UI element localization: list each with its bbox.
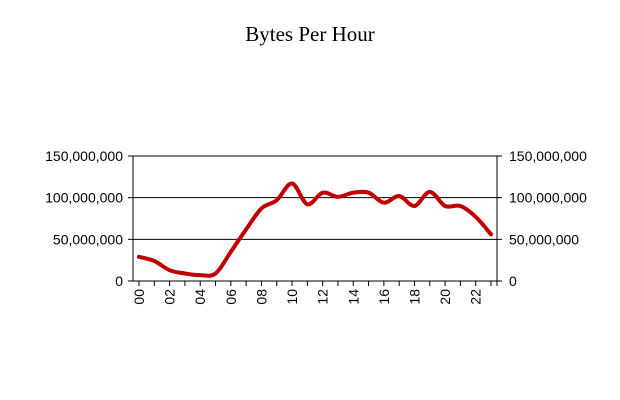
y-tick-label-right: 100,000,000 <box>509 190 587 206</box>
x-tick-label: 00 <box>131 289 147 305</box>
x-tick-label: 04 <box>192 289 208 305</box>
series-layer <box>137 181 493 278</box>
chart-title: Bytes Per Hour <box>245 22 375 46</box>
y-tick-label-left: 100,000,000 <box>45 190 123 206</box>
y-tick-label-left: 0 <box>115 273 123 289</box>
y-tick-label-right: 0 <box>509 273 517 289</box>
y-tick-label-right: 150,000,000 <box>509 148 587 164</box>
x-tick-label: 14 <box>345 289 361 305</box>
x-tick-label: 08 <box>253 289 269 305</box>
plot-area-frame <box>132 155 498 282</box>
x-tick-label: 20 <box>437 289 453 305</box>
series-line-bytes <box>137 181 493 278</box>
axes <box>128 155 502 286</box>
x-tick-label: 06 <box>223 289 239 305</box>
x-tick-label: 02 <box>162 289 178 305</box>
y-tick-label-right: 50,000,000 <box>509 231 579 247</box>
y-tick-label-left: 50,000,000 <box>53 231 123 247</box>
x-tick-label: 16 <box>376 289 392 305</box>
x-tick-label: 22 <box>468 289 484 305</box>
x-tick-label: 18 <box>406 289 422 305</box>
x-tick-label: 10 <box>284 289 300 305</box>
y-tick-label-left: 150,000,000 <box>45 148 123 164</box>
x-tick-label: 12 <box>315 289 331 305</box>
